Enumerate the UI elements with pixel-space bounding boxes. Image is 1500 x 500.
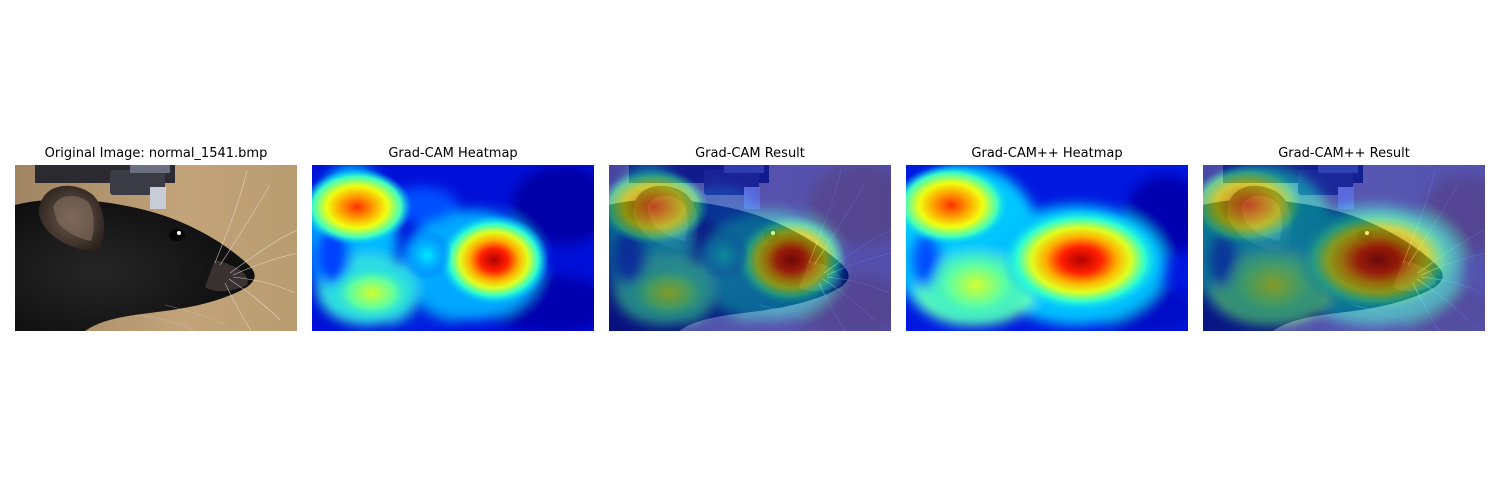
gradcam-overlay-image (609, 165, 891, 331)
panel-gradcampp-result: Grad-CAM++ Result (1203, 145, 1485, 331)
panel-title: Grad-CAM++ Result (1278, 146, 1410, 161)
panel-title: Original Image: normal_1541.bmp (44, 146, 268, 161)
panel-title: Grad-CAM Heatmap (388, 146, 518, 161)
panel-original: Original Image: normal_1541.bmp (15, 145, 297, 331)
panel-title: Grad-CAM Result (695, 146, 805, 161)
panel-title: Grad-CAM++ Heatmap (971, 146, 1123, 161)
gradcampp-overlay-image (1203, 165, 1485, 331)
panel-gradcampp-heatmap: Grad-CAM++ Heatmap (906, 145, 1188, 331)
panel-gradcam-heatmap: Grad-CAM Heatmap (312, 145, 594, 331)
original-mouse-image (15, 165, 297, 331)
gradcam-heatmap-image (312, 165, 594, 331)
panel-gradcam-result: Grad-CAM Result (609, 145, 891, 331)
gradcampp-heatmap-image (906, 165, 1188, 331)
